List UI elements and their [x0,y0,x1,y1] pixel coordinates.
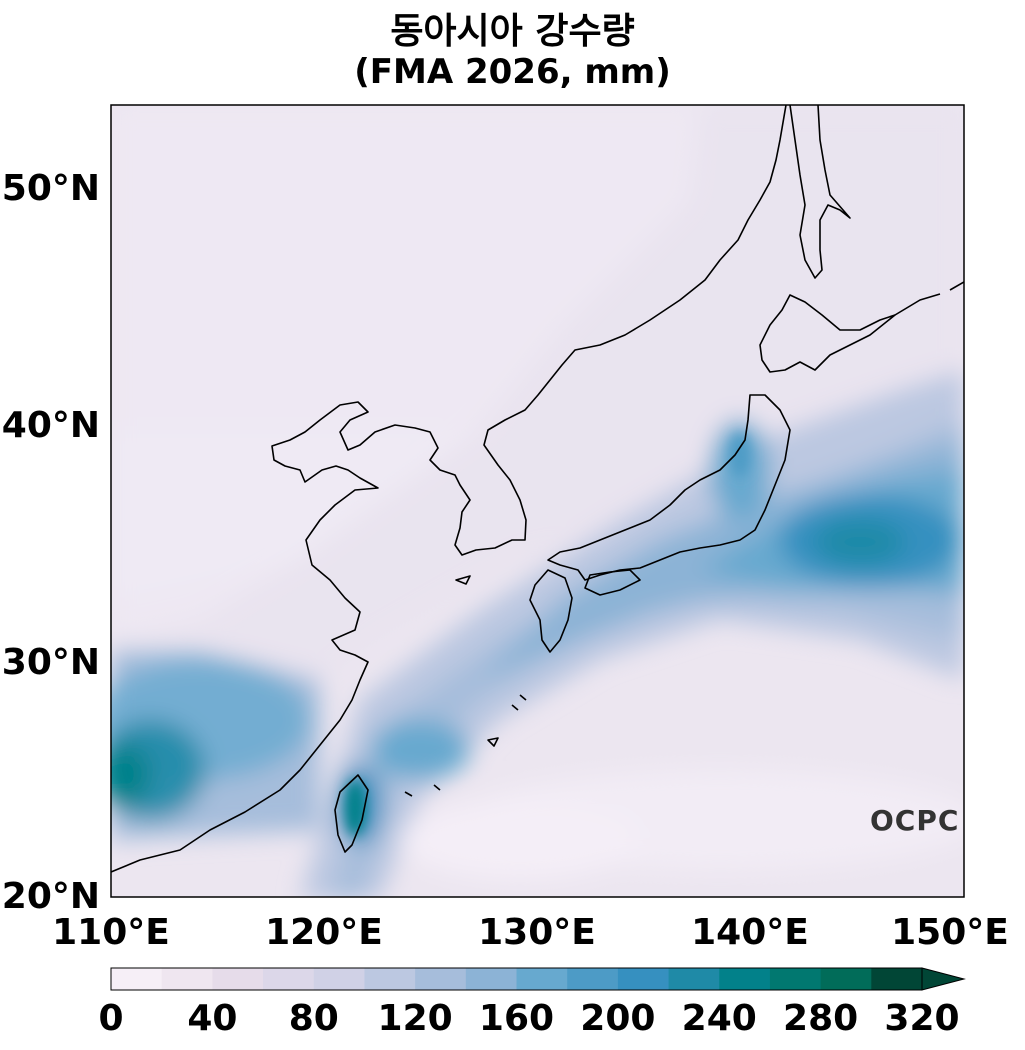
colorbar-segment [820,968,872,990]
y-tick-30N: 30°N [1,642,100,683]
colorbar-segment [871,968,923,990]
colorbar-label: 40 [187,998,238,1039]
colorbar-label: 200 [580,998,656,1039]
precipitation-field [111,105,964,897]
colorbar-segment [769,968,822,990]
colorbar-segment [111,968,163,990]
colorbar-segment [212,968,264,990]
x-tick-120E: 120°E [265,912,383,953]
y-tick-50N: 50°N [1,168,100,209]
colorbar-segment [668,968,720,990]
colorbar-segment [617,968,670,990]
coastlines [111,105,964,873]
colorbar-segment [263,968,315,990]
colorbar-label: 240 [681,998,757,1039]
colorbar-segment [313,968,365,990]
colorbar-label: 160 [478,998,555,1039]
map-title: 동아시아 강수량 [390,11,635,52]
colorbar-label: 120 [377,998,453,1039]
colorbar-frame [110,967,923,991]
colorbar-segment [364,968,416,990]
map-subtitle: (FMA 2026, mm) [354,52,671,92]
colorbar-extend-arrow [921,967,966,991]
colorbar-label: 280 [783,998,859,1039]
y-tick-20N: 20°N [1,876,100,917]
colorbar-label: 320 [884,998,960,1039]
x-tick-140E: 140°E [691,912,809,953]
map-frame [110,104,965,898]
colorbar-segment [719,968,771,990]
colorbar-label: 80 [288,998,339,1039]
colorbar-segment [465,968,517,990]
colorbar-segment [161,968,213,990]
colorbar [110,967,966,991]
colorbar-segment [415,968,467,990]
y-tick-40N: 40°N [1,405,100,446]
colorbar-segment [567,968,619,990]
ocpc-logo: OCPC [870,804,960,837]
x-tick-150E: 150°E [891,912,1009,953]
x-tick-110E: 110°E [52,912,170,953]
colorbar-segment [516,968,568,990]
x-tick-130E: 130°E [478,912,596,953]
colorbar-label: 0 [98,998,124,1039]
